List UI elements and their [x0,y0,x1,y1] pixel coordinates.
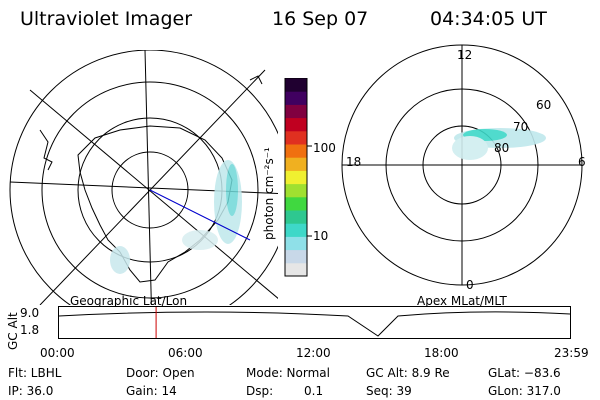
mlt-label-18: 18 [346,155,362,169]
door-label: Door: Open [126,366,195,380]
xtick-0: 00:00 [40,346,75,360]
glon-label: GLon: 317.0 [488,384,561,398]
colorbar-band [285,196,307,211]
colorbar-unit-label: photon cm⁻²s⁻¹ [262,147,276,240]
colorbar-band [285,249,307,264]
colorbar-band [285,210,307,224]
mlat-label-80: 80 [494,141,510,155]
time-label: 04:34:05 UT [430,8,547,30]
colorbar-band [285,223,307,237]
colorbar-band [285,262,307,277]
ip-label: IP: 36.0 [8,384,54,398]
colorbar-band [285,91,307,105]
magnetic-map [341,44,583,286]
gain-label: Gain: 14 [126,384,177,398]
colorbar-band [285,104,307,119]
left-map-caption: Geographic Lat/Lon [70,294,188,308]
mlat-label-60: 60 [536,98,552,112]
xtick-1: 06:00 [168,346,203,360]
glat-label: GLat: −83.6 [488,366,561,380]
right-map-caption: Apex MLat/MLT [417,294,507,308]
xtick-4: 23:59 [554,346,589,360]
date-label: 16 Sep 07 [272,8,369,30]
altitude-plot [58,306,571,339]
colorbar-band [285,130,307,145]
colorbar-band [285,157,307,171]
mlt-label-12: 12 [457,48,473,62]
altitude-ytick-bottom: 1.8 [20,323,40,337]
mlt-label-6: 6 [578,155,586,169]
xtick-2: 12:00 [296,346,331,360]
seq-label: Seq: 39 [366,384,412,398]
altitude-ylabel: GC Alt [6,312,20,350]
filter-label: Flt: LBHL [8,366,62,380]
geographic-map [9,50,278,305]
gc-alt-label: GC Alt: 8.9 Re [366,366,450,380]
colorbar [284,78,312,277]
app-title: Ultraviolet Imager [20,8,193,30]
colorbar-band [285,144,307,158]
colorbar-band [285,183,307,198]
mlat-label-70: 70 [513,120,529,134]
colorbar-band [285,170,307,185]
colorbar-tick-100: 100 [313,141,336,155]
mlt-label-0: 0 [466,278,474,292]
colorbar-band [285,117,307,132]
dsp-label: Dsp: [246,384,274,398]
dsp-value: 0.1 [304,384,324,398]
colorbar-tick-10: 10 [313,229,329,243]
mode-label: Mode: Normal [246,366,330,380]
colorbar-band [285,236,307,251]
xtick-3: 18:00 [424,346,459,360]
colorbar-band [285,78,307,92]
altitude-ytick-top: 9.0 [20,306,40,320]
